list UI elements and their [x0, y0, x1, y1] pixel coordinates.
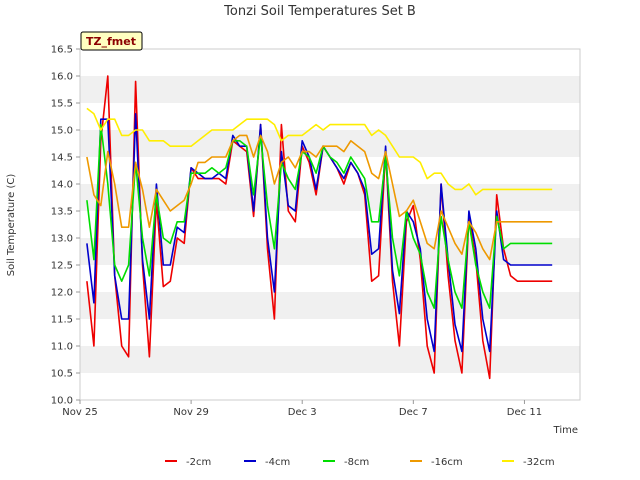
site-badge-box [80, 31, 143, 51]
y-tick-label: 12.0 [51, 288, 73, 299]
legend-label: -4cm [265, 457, 290, 468]
grid-bands [80, 76, 580, 373]
y-axis: 10.0 10.5 11.0 11.5 12.0 12.5 13.0 13.5 14.0 14.5… [51, 45, 80, 407]
legend-label: -2cm [186, 457, 211, 468]
y-tick-label: 16.0 [51, 72, 73, 83]
chart-title: Tonzi Soil Temperatures Set B [223, 4, 416, 19]
y-tick-label: 10.0 [51, 396, 73, 407]
site-badge-label: TZ_fmet [86, 35, 136, 48]
series-line-8cmcm [86, 123, 553, 310]
plot-area-frame [79, 48, 581, 401]
x-axis: Nov 25 Nov 29 Dec 3 Dec 7 Dec 11 [62, 400, 542, 418]
y-tick-label: 11.0 [51, 342, 73, 353]
x-axis-label: Time [553, 425, 578, 436]
grid-band [80, 292, 580, 319]
series-line-4cmcm [86, 113, 553, 353]
y-tick-label: 14.5 [51, 153, 73, 164]
y-tick-label: 16.5 [51, 45, 73, 56]
site-badge: TZ_fmet [80, 31, 143, 51]
y-tick-label: 11.5 [51, 315, 73, 326]
y-tick-label: 15.0 [51, 126, 73, 137]
series-line-16cmcm [86, 134, 553, 261]
y-tick-label: 12.5 [51, 261, 73, 272]
y-tick-label: 13.5 [51, 207, 73, 218]
y-tick-label: 13.0 [51, 234, 73, 245]
grid-band [80, 130, 580, 157]
y-tick-label: 14.0 [51, 180, 73, 191]
y-tick-label: 10.5 [51, 369, 73, 380]
x-tick-label: Dec 7 [399, 407, 428, 418]
x-tick-label: Nov 25 [62, 407, 97, 418]
grid-band [80, 346, 580, 373]
y-axis-label: Soil Temperature (C) [6, 174, 17, 277]
legend: -2cm -4cm -8cm -16cm -32cm [165, 457, 555, 468]
legend-label: -32cm [523, 457, 555, 468]
y-tick-label: 15.5 [51, 99, 73, 110]
series-line-32cmcm [86, 107, 553, 196]
x-tick-label: Dec 11 [507, 407, 542, 418]
series-line-2cmcm [86, 75, 553, 380]
legend-label: -16cm [431, 457, 463, 468]
legend-label: -8cm [344, 457, 369, 468]
x-tick-label: Dec 3 [288, 407, 317, 418]
x-tick-label: Nov 29 [173, 407, 208, 418]
grid-band [80, 76, 580, 103]
series-lines [86, 75, 553, 380]
